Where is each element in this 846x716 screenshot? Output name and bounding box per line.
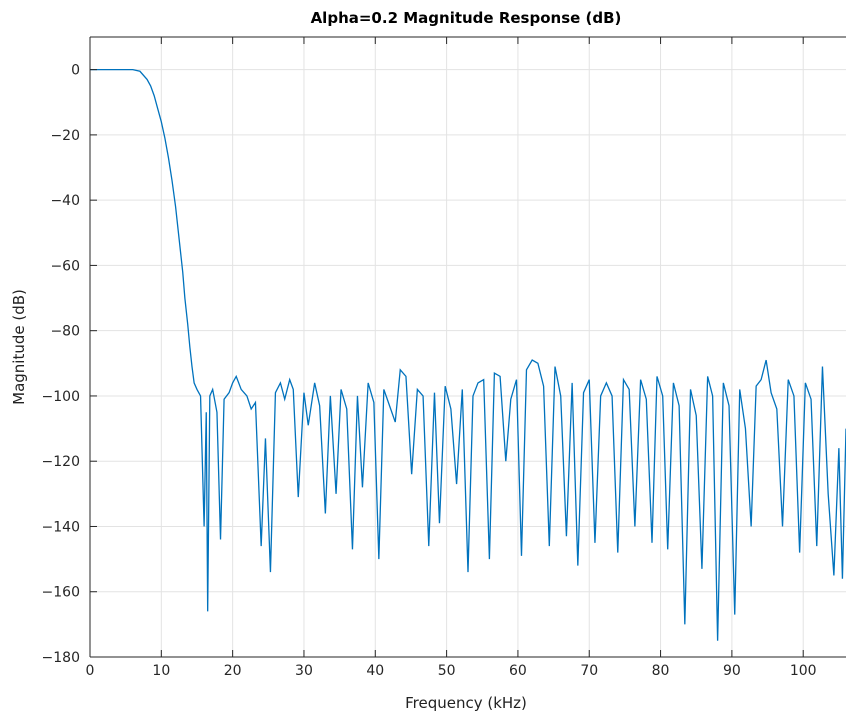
axes-box [89,36,846,658]
grid [89,37,846,658]
x-tick-label: 30 [295,663,313,679]
y-tick-label: −20 [50,128,80,144]
x-tick-label: 50 [438,663,456,679]
x-tick-label: 100 [790,663,817,679]
y-tick-label: −60 [50,258,80,274]
y-tick-label: −120 [42,454,80,470]
y-tick-label: −140 [42,519,80,535]
x-tick-label: 20 [224,663,242,679]
tick-labels: 0 10 20 30 40 50 60 70 80 90 100 0 −20 −40 −60 −80 −100 −… [42,63,817,679]
y-tick-label: −160 [42,585,80,601]
series-line [90,68,846,641]
x-tick-label: 10 [152,663,170,679]
y-tick-label: −100 [42,389,80,405]
y-tick-label: 0 [71,63,80,79]
x-axis-label: Frequency (kHz) [405,694,527,712]
ticks [89,37,804,658]
chart-title: Alpha=0.2 Magnitude Response (dB) [311,9,622,27]
y-tick-label: −180 [42,650,80,666]
y-tick-label: −40 [50,193,80,209]
x-tick-label: 40 [366,663,384,679]
x-tick-label: 0 [86,663,95,679]
y-axis-label: Magnitude (dB) [10,289,28,405]
plot-area [90,68,846,641]
x-tick-label: 80 [652,663,670,679]
x-tick-label: 70 [580,663,598,679]
x-tick-label: 60 [509,663,527,679]
x-tick-label: 90 [723,663,741,679]
y-tick-label: −80 [50,324,80,340]
